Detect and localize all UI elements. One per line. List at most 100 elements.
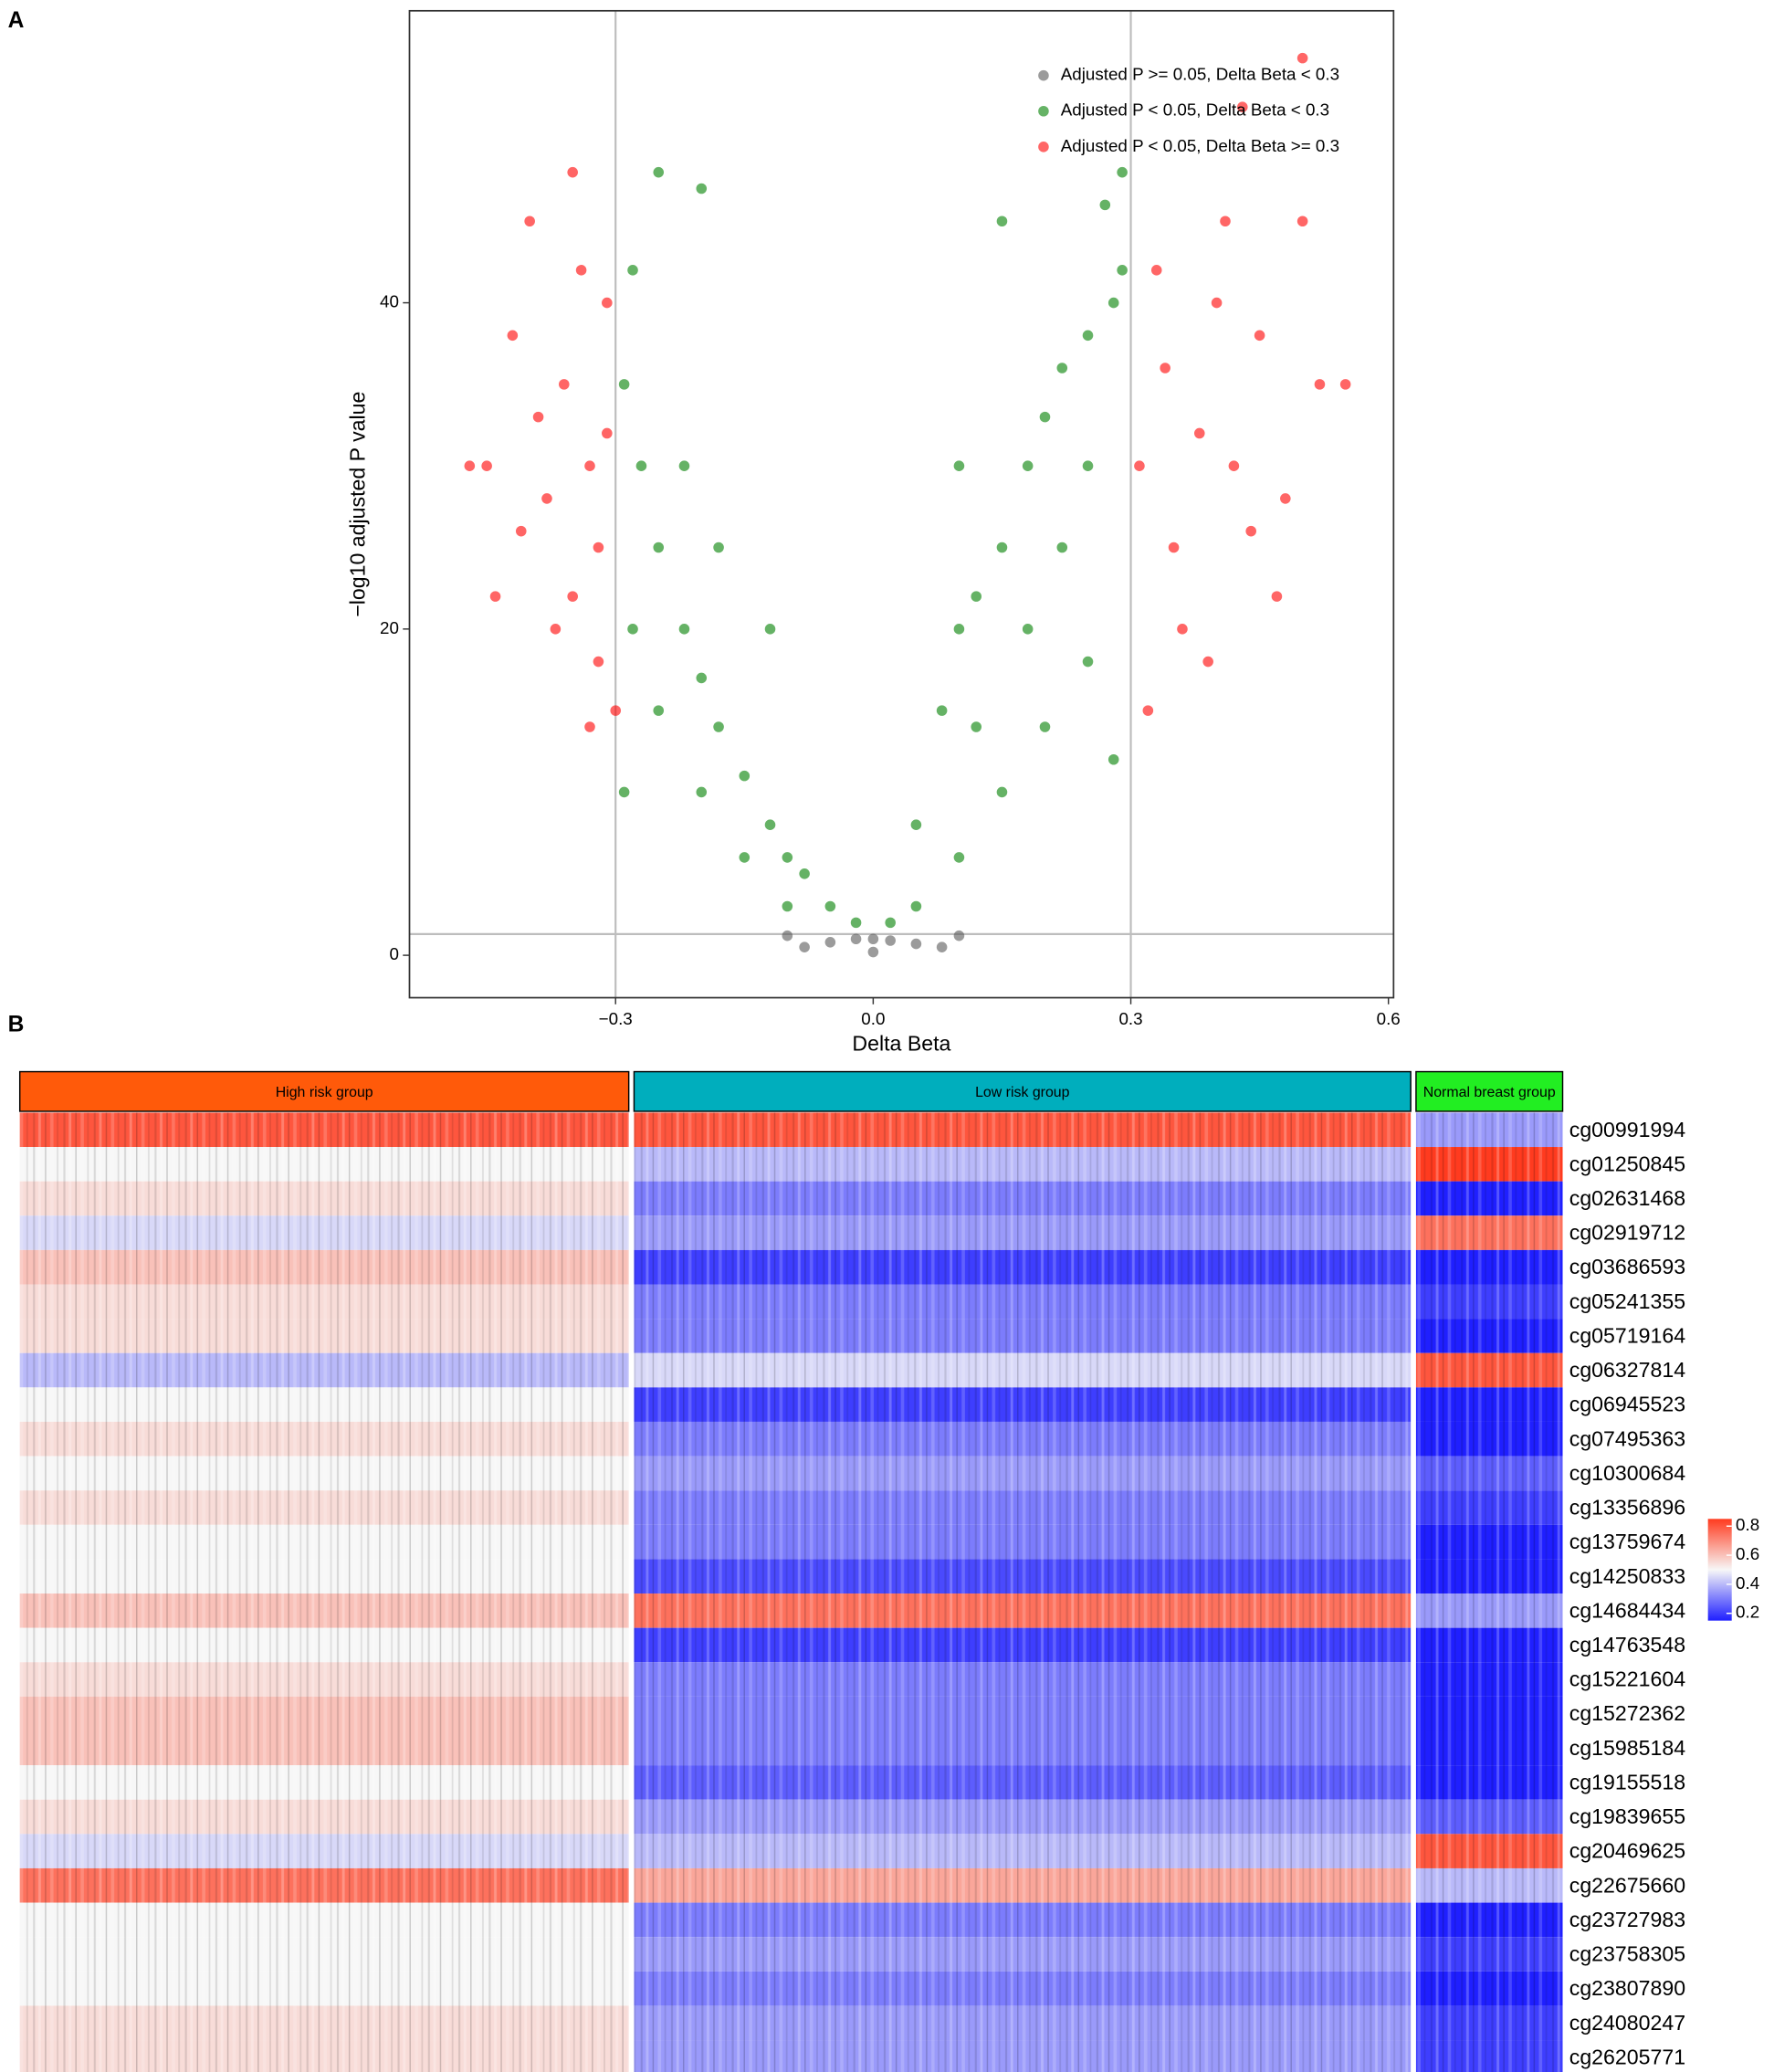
point xyxy=(464,460,476,471)
point xyxy=(1271,591,1283,602)
point xyxy=(910,819,922,830)
point xyxy=(559,379,570,390)
point xyxy=(867,946,879,958)
point xyxy=(627,624,638,635)
point xyxy=(824,937,836,948)
point xyxy=(696,672,708,684)
point xyxy=(1254,330,1265,342)
point xyxy=(653,542,665,553)
series xyxy=(618,166,1128,929)
point xyxy=(764,624,776,635)
panel-label: A xyxy=(8,8,25,33)
legend-marker xyxy=(1038,69,1049,81)
group-header xyxy=(18,1070,630,1112)
row-label: cg23758305 xyxy=(1569,1942,1685,1966)
point xyxy=(850,917,862,929)
row-label: cg10300684 xyxy=(1569,1461,1685,1485)
point xyxy=(936,941,948,952)
point xyxy=(1082,330,1094,342)
legend-marker xyxy=(1038,142,1049,153)
point xyxy=(524,216,535,227)
point xyxy=(885,917,896,929)
row-label: cg03686593 xyxy=(1569,1255,1685,1278)
point xyxy=(653,166,665,178)
point xyxy=(627,265,638,276)
colorbar xyxy=(1707,1519,1732,1621)
point xyxy=(567,166,578,178)
point xyxy=(936,705,948,716)
point xyxy=(1142,705,1154,716)
row-label: cg14763548 xyxy=(1569,1633,1685,1657)
row-label: cg15272362 xyxy=(1569,1701,1685,1725)
point xyxy=(1107,753,1119,765)
point xyxy=(953,852,965,863)
point xyxy=(1168,542,1180,553)
point xyxy=(1296,52,1308,64)
point xyxy=(1022,624,1034,635)
row-label: cg23727983 xyxy=(1569,1908,1685,1931)
point xyxy=(713,721,724,732)
point xyxy=(867,933,879,945)
point xyxy=(635,460,647,471)
point xyxy=(550,624,562,635)
row-label: cg22675660 xyxy=(1569,1873,1685,1897)
point xyxy=(1280,493,1291,504)
row-label: cg14684434 xyxy=(1569,1598,1685,1622)
point xyxy=(1117,265,1128,276)
y-tick-label: 20 xyxy=(380,618,399,637)
colorbar-tick-label: 0.4 xyxy=(1736,1573,1759,1593)
row-label: cg19155518 xyxy=(1569,1770,1685,1793)
point xyxy=(1220,216,1231,227)
point xyxy=(782,900,793,912)
row-label: cg07495363 xyxy=(1569,1426,1685,1450)
row-label: cg00991994 xyxy=(1569,1118,1685,1141)
row-label: cg05719164 xyxy=(1569,1323,1685,1347)
point xyxy=(618,786,630,798)
x-tick-label: 0.0 xyxy=(861,1009,885,1028)
point xyxy=(584,460,595,471)
point xyxy=(996,542,1008,553)
point xyxy=(1228,460,1240,471)
point xyxy=(799,941,810,952)
point xyxy=(1107,297,1119,309)
point xyxy=(739,852,751,863)
y-tick-label: 0 xyxy=(389,944,398,963)
point xyxy=(567,591,578,602)
row-label: cg13356896 xyxy=(1569,1496,1685,1520)
row-label: cg06945523 xyxy=(1569,1393,1685,1416)
point xyxy=(1237,101,1248,112)
point xyxy=(1296,216,1308,227)
point xyxy=(610,705,622,716)
point xyxy=(515,525,527,537)
point xyxy=(971,721,982,732)
point xyxy=(1082,656,1094,668)
point xyxy=(481,460,492,471)
point xyxy=(739,770,751,782)
point xyxy=(1082,460,1094,471)
legend-label: Adjusted P < 0.05, Delta Beta >= 0.3 xyxy=(1061,136,1339,155)
row-label: cg19839655 xyxy=(1569,1804,1685,1828)
row-label: cg26205771 xyxy=(1569,2045,1685,2068)
x-tick-label: 0.6 xyxy=(1377,1009,1401,1028)
legend-marker xyxy=(1038,105,1049,117)
point xyxy=(1193,427,1205,439)
point xyxy=(489,591,501,602)
point xyxy=(953,624,965,635)
y-tick-label: 40 xyxy=(380,292,399,311)
point xyxy=(602,427,613,439)
point xyxy=(541,493,552,504)
point xyxy=(1211,297,1223,309)
group-label: High risk group xyxy=(276,1085,373,1100)
point xyxy=(584,721,595,732)
panel-label: B xyxy=(8,1012,25,1036)
row-label: cg24080247 xyxy=(1569,2011,1685,2035)
texture xyxy=(19,1112,629,2072)
point xyxy=(602,297,613,309)
point xyxy=(1022,460,1034,471)
point xyxy=(1177,624,1188,635)
point xyxy=(824,900,836,912)
point xyxy=(953,930,965,941)
row-label: cg15985184 xyxy=(1569,1736,1685,1760)
texture xyxy=(1415,1112,1563,2072)
